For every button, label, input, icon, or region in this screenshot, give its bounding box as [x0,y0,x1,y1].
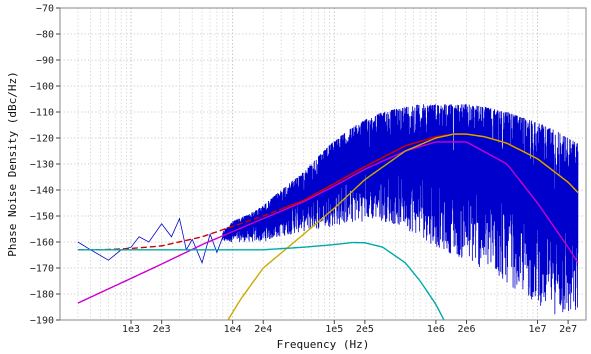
y-tick-label: −120 [30,134,54,145]
y-tick-label: −140 [30,186,54,197]
measured-noise-trace [77,104,579,315]
x-tick-label: 2e5 [356,324,374,335]
x-axis-label: Frequency (Hz) [277,338,370,351]
series-line-cc0000 [77,133,579,251]
x-tick-label: 2e6 [457,324,475,335]
y-tick-label: −150 [30,212,54,223]
y-tick-label: −180 [30,290,54,301]
y-tick-labels: −70 −80 −90 −100 −110 −120 −130 −140 −150 −160 −17… [30,4,60,327]
y-tick-label: −130 [30,160,54,171]
measured-noise-path [77,104,579,315]
y-tick-label: −70 [36,4,54,15]
y-tick-label: −90 [36,56,54,67]
series-line-cc00cc [77,141,579,304]
series-line-00aaaa [77,241,445,320]
x-tick-labels: 1e3 2e3 1e4 2e4 1e5 2e5 1e6 2e6 1e7 2e7 [122,320,577,335]
x-tick-label: 1e5 [325,324,343,335]
x-tick-label: 2e3 [153,324,171,335]
x-tick-label: 1e4 [224,324,242,335]
series-layer [77,104,579,320]
y-tick-label: −80 [36,30,54,41]
x-tick-label: 2e7 [559,324,577,335]
x-tick-label: 2e4 [254,324,272,335]
x-tick-label: 1e6 [427,324,445,335]
y-tick-label: −170 [30,264,54,275]
x-tick-label: 1e3 [122,324,140,335]
y-tick-label: −100 [30,82,54,93]
y-tick-label: −190 [30,316,54,327]
y-tick-label: −110 [30,108,54,119]
x-tick-label: 1e7 [528,324,546,335]
y-axis-label: Phase Noise Density (dBc/Hz) [6,71,19,256]
y-tick-label: −160 [30,238,54,249]
